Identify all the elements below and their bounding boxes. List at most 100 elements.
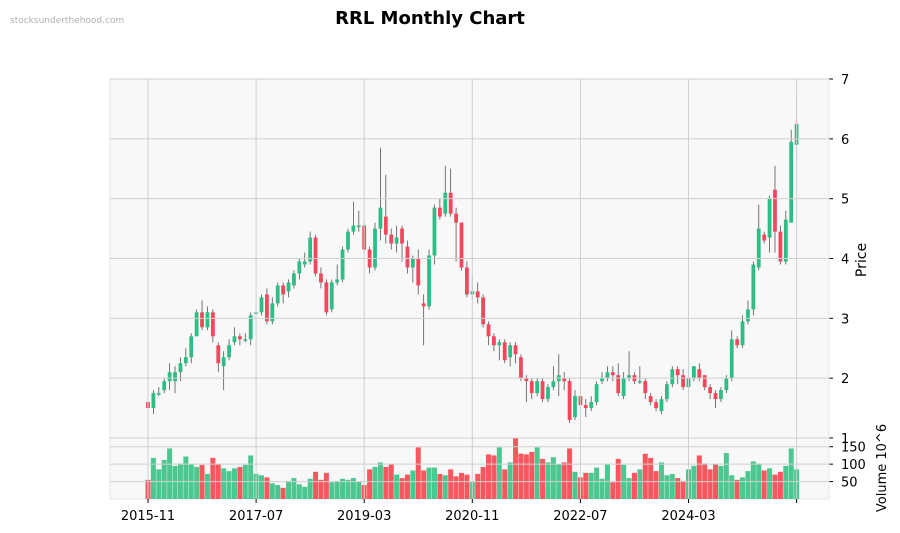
x-tick-label: 2019-03 — [337, 509, 391, 524]
x-tick-label: 2022-07 — [553, 509, 607, 524]
candle-body — [637, 381, 642, 383]
volume-bar — [523, 454, 529, 499]
volume-bar — [318, 479, 324, 499]
candle-body — [594, 384, 599, 403]
candle-body — [410, 258, 415, 268]
volume-bar — [334, 480, 340, 499]
candle-body — [740, 321, 745, 346]
candle-body — [767, 198, 772, 238]
candle-body — [600, 378, 604, 382]
candle-body — [724, 378, 729, 391]
price-tick-label: 2 — [841, 372, 849, 387]
x-tick-label: 2017-07 — [229, 509, 283, 524]
volume-bar — [431, 467, 437, 499]
candle-body — [589, 402, 594, 409]
volume-bar — [691, 465, 697, 499]
candle-body — [735, 339, 740, 346]
volume-bar — [491, 455, 497, 499]
candle-body — [421, 303, 426, 307]
volume-bar — [550, 457, 556, 499]
candle-body — [346, 231, 350, 250]
candle-body — [351, 225, 356, 232]
volume-bar — [302, 486, 308, 499]
candle-body — [232, 336, 237, 343]
axes: 2015-11 2017-07 2019-03 2020-11 2022-07 2024-… — [110, 73, 866, 524]
volume-bar — [323, 472, 329, 499]
volume-bar — [161, 459, 167, 499]
volume-bar — [475, 473, 481, 499]
candle-body — [427, 255, 431, 307]
candle-body — [210, 312, 215, 337]
volume-bar — [367, 469, 373, 499]
volume-axis-label: Volume 10^6 — [875, 424, 890, 512]
candle-body — [492, 336, 496, 346]
volume-bar — [167, 448, 173, 499]
volume-bar — [237, 466, 243, 499]
candle-body — [540, 381, 545, 400]
volume-bar — [448, 469, 454, 499]
candle-body — [464, 267, 469, 295]
volume-bar — [561, 462, 567, 499]
volume-bar — [377, 462, 383, 499]
volume-bar — [642, 453, 648, 499]
volume-bar — [259, 475, 265, 499]
candle-body — [297, 261, 302, 274]
price-tick-label: 6 — [841, 133, 849, 148]
candle-body — [216, 345, 221, 364]
volume-tick-label: 150 — [841, 441, 866, 456]
candle-body — [702, 375, 707, 388]
candle-body — [270, 303, 275, 322]
volume-bar — [631, 472, 637, 499]
volume-bar — [745, 471, 751, 499]
volume-bar — [545, 462, 551, 499]
volume-bar — [680, 480, 686, 499]
candle-body — [497, 342, 502, 346]
candle-body — [373, 228, 377, 268]
candle-body — [292, 273, 296, 286]
volume-bar — [675, 478, 681, 499]
volume-bar — [313, 471, 319, 499]
volume-bar — [156, 469, 162, 499]
volume-bar — [772, 474, 778, 499]
candle-body — [692, 366, 696, 379]
volume-bar — [696, 455, 702, 499]
volume-bar — [275, 485, 281, 499]
volume-bar — [788, 448, 794, 499]
candle-body — [340, 249, 345, 280]
candle-body — [746, 309, 750, 322]
candle-body — [432, 207, 437, 256]
volume-bar — [231, 468, 237, 499]
candle-body — [275, 285, 280, 304]
candle-body — [329, 282, 334, 310]
volume-bar — [210, 457, 216, 499]
volume-tick-label: 100 — [841, 458, 866, 473]
candle-body — [654, 402, 658, 409]
volume-bar — [669, 473, 675, 499]
candle-body — [524, 378, 529, 382]
candle-body — [627, 375, 631, 379]
volume-bar — [502, 469, 508, 499]
candle-body — [313, 237, 318, 274]
candle-body — [173, 372, 177, 382]
candle-body — [221, 357, 226, 367]
candle-body — [394, 237, 399, 244]
volume-bar — [729, 475, 735, 499]
volume-bar — [269, 483, 275, 499]
volume-bar — [783, 465, 789, 499]
volume-bar — [248, 455, 254, 499]
candle-body — [675, 369, 680, 376]
volume-bar — [518, 453, 524, 499]
volume-bar — [350, 478, 356, 499]
candle-body — [756, 228, 761, 268]
candle-body — [681, 375, 685, 388]
candle-body — [664, 384, 669, 400]
candle-body — [281, 285, 286, 295]
candle-body — [610, 372, 615, 376]
candle-body — [405, 246, 410, 268]
candle-body — [286, 282, 291, 292]
candle-body — [459, 222, 464, 268]
volume-bar — [150, 457, 156, 499]
candle-body — [508, 345, 513, 358]
volume-bar — [264, 477, 270, 499]
candle-body — [605, 372, 610, 379]
